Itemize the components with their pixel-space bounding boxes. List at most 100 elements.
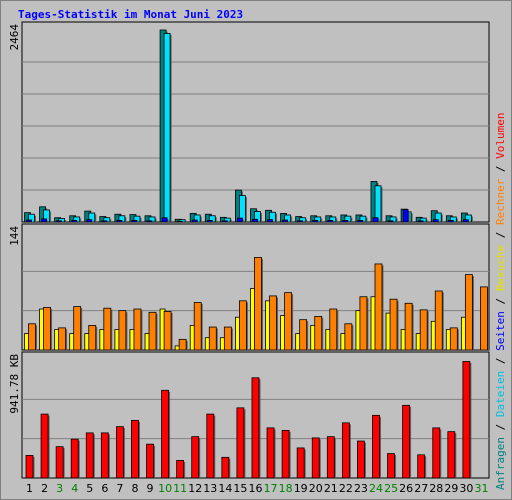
bar-seiten [372, 217, 379, 223]
bar-seiten [342, 220, 349, 223]
bar-rechner [193, 302, 202, 351]
bar-rechner [359, 296, 368, 351]
bar-rechner [43, 306, 51, 351]
bar-volumen [115, 426, 124, 479]
bar-rechner [223, 326, 232, 351]
x-tick-label: 8 [131, 482, 138, 495]
bar-volumen [161, 389, 169, 479]
x-tick-label: 17 [264, 482, 278, 495]
x-tick-label: 2 [41, 482, 48, 495]
bar-rechner [148, 311, 157, 351]
bar-seiten [56, 220, 63, 223]
legend: Anfragen / Dateien / Seiten / Besuche / … [494, 112, 507, 490]
bar-rechner [269, 295, 277, 351]
bar-rechner [73, 306, 82, 351]
bar-seiten [101, 220, 108, 223]
bar-rechner [299, 319, 308, 351]
bar-seiten [221, 220, 228, 223]
bar-volumen [341, 422, 350, 479]
bar-rechner [419, 309, 428, 351]
bar-volumen [176, 460, 185, 479]
legend-entry: / [494, 159, 507, 179]
legend-entry: Besuche [494, 245, 507, 291]
x-tick-label: 23 [354, 482, 368, 495]
bar-seiten [41, 218, 47, 223]
bar-rechner [480, 286, 488, 351]
bar-dateien [163, 33, 171, 223]
bar-seiten [206, 220, 213, 223]
bar-volumen [191, 436, 200, 479]
bar-volumen [281, 429, 290, 479]
bar-seiten [432, 219, 439, 223]
bar-rechner [133, 308, 142, 351]
bar-rechner [208, 326, 217, 351]
bar-rechner [374, 263, 383, 351]
x-tick-label: 22 [339, 482, 353, 495]
bar-seiten [191, 219, 198, 223]
bar-volumen [55, 446, 64, 479]
x-tick-label: 3 [56, 482, 63, 495]
legend-entry: Volumen [494, 112, 507, 158]
bar-volumen [206, 413, 215, 479]
bar-seiten [86, 219, 93, 223]
bar-volumen [372, 414, 380, 479]
x-tick-label: 6 [101, 482, 108, 495]
bar-seiten [26, 219, 32, 223]
bar-seiten [282, 219, 288, 223]
chart-title: Tages-Statistik im Monat Juni 2023 [18, 8, 244, 21]
bar-volumen [432, 427, 441, 479]
x-tick-label: 7 [116, 482, 123, 495]
bar-rechner [404, 302, 413, 351]
bar-seiten [417, 220, 424, 223]
bar-rechner [449, 327, 458, 351]
bar-rechner [58, 327, 67, 351]
bar-volumen [296, 447, 305, 479]
x-tick-label: 18 [279, 482, 293, 495]
bar-rechner [88, 325, 97, 351]
x-tick-label: 20 [309, 482, 323, 495]
bar-seiten [267, 219, 273, 223]
bar-rechner [254, 257, 262, 351]
bar-seiten [312, 220, 319, 223]
bar-seiten [252, 218, 258, 223]
x-tick-label: 27 [414, 482, 428, 495]
bar-volumen [85, 432, 94, 479]
legend-entry: / [494, 225, 507, 245]
bar-volumen [236, 407, 245, 479]
x-tick-label: 1 [26, 482, 33, 495]
bar-volumen [70, 438, 79, 479]
bar-rechner [28, 323, 36, 351]
bar-seiten [327, 220, 334, 223]
x-tick-label: 29 [444, 482, 458, 495]
bar-rechner [239, 300, 247, 351]
x-tick-label: 5 [86, 482, 93, 495]
bar-seiten [146, 220, 153, 223]
bar-volumen [326, 436, 335, 479]
bar-volumen [100, 432, 109, 479]
bar-volumen [417, 454, 426, 479]
x-tick-label: 31 [474, 482, 488, 495]
bar-rechner [329, 308, 338, 351]
x-tick-label: 26 [399, 482, 413, 495]
bar-volumen [221, 456, 230, 479]
legend-entry: / [494, 351, 507, 371]
y-max-label-1: 2464 [8, 24, 21, 51]
bar-seiten [71, 220, 78, 223]
bar-volumen [40, 413, 49, 479]
bar-volumen [462, 361, 471, 479]
bar-rechner [118, 310, 127, 351]
bar-seiten [462, 219, 469, 223]
bar-volumen [251, 377, 260, 479]
bar-seiten [297, 220, 304, 223]
x-tick-label: 21 [324, 482, 338, 495]
bar-rechner [389, 298, 398, 351]
y-max-label-3: 941.78 KB [8, 354, 21, 414]
bar-seiten [161, 217, 168, 223]
x-tick-label: 10 [158, 482, 172, 495]
bar-volumen [311, 437, 320, 479]
x-tick-label: 9 [147, 482, 154, 495]
bar-seiten [131, 220, 138, 223]
bar-volumen [447, 431, 456, 479]
bar-dateien [374, 185, 382, 223]
